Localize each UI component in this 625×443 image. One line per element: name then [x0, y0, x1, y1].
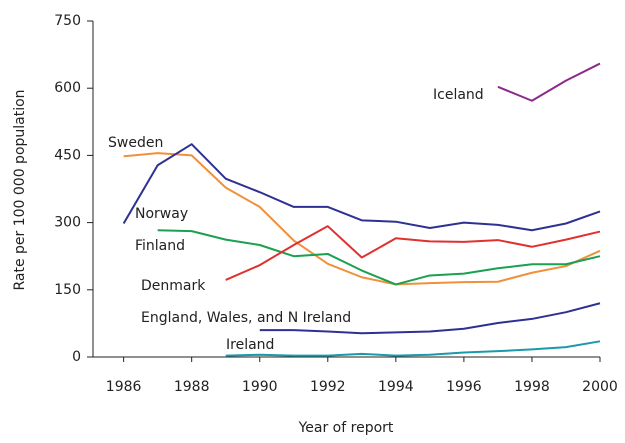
- y-tick-label: 600: [54, 80, 81, 96]
- series-label: Iceland: [433, 87, 484, 103]
- series-label: Sweden: [108, 135, 163, 151]
- series-label: Denmark: [141, 278, 206, 294]
- x-tick-label: 1998: [514, 379, 550, 395]
- x-axis-label: Year of report: [298, 420, 394, 436]
- y-tick-label: 0: [72, 349, 81, 365]
- series-label: Finland: [135, 238, 185, 254]
- series-line: [122, 143, 601, 232]
- y-tick-label: 300: [54, 215, 81, 231]
- y-axis-label: Rate per 100 000 population: [12, 89, 28, 290]
- x-tick-label: 1992: [310, 379, 346, 395]
- x-tick-label: 1996: [446, 379, 482, 395]
- y-tick-label: 750: [54, 13, 81, 29]
- series-line: [497, 62, 601, 102]
- series-line: [259, 302, 601, 335]
- series-label: Norway: [135, 206, 188, 222]
- x-tick-label: 1994: [378, 379, 414, 395]
- x-tick-label: 2000: [582, 379, 618, 395]
- series-label: Ireland: [226, 337, 274, 353]
- series-line: [157, 229, 601, 286]
- x-tick-label: 1988: [174, 379, 210, 395]
- series-label: England, Wales, and N Ireland: [141, 310, 351, 326]
- series-line: [225, 340, 601, 357]
- x-tick-label: 1990: [242, 379, 278, 395]
- y-tick-label: 450: [54, 147, 81, 163]
- y-tick-label: 150: [54, 282, 81, 298]
- series-line: [123, 152, 601, 286]
- series-line: [225, 225, 601, 281]
- x-tick-label: 1986: [106, 379, 142, 395]
